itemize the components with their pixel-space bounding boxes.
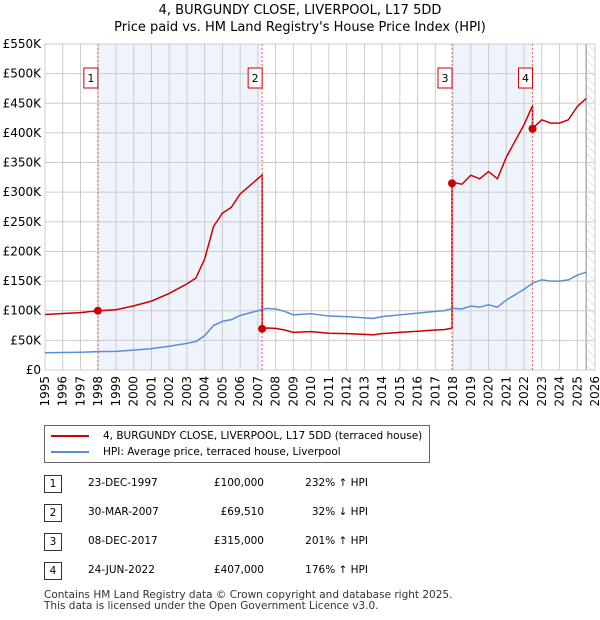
y-tick-label: £200K bbox=[3, 244, 43, 258]
sale-point bbox=[448, 179, 456, 188]
x-tick-label: 1999 bbox=[109, 376, 123, 407]
x-tick-label: 2022 bbox=[517, 376, 531, 407]
footer: Contains HM Land Registry data © Crown c… bbox=[44, 590, 452, 612]
x-tick-label: 2011 bbox=[322, 376, 336, 407]
sale-date: 24-JUN-2022 bbox=[88, 564, 155, 576]
y-tick-label: £450K bbox=[3, 96, 43, 110]
sale-hpi-diff: 176% ↑ HPI bbox=[305, 564, 368, 576]
x-tick-label: 2003 bbox=[180, 376, 194, 407]
legend-hpi-label: HPI: Average price, terraced house, Live… bbox=[103, 446, 341, 458]
hpi-line bbox=[44, 271, 587, 354]
sale-point bbox=[528, 124, 537, 133]
x-tick-label: 2019 bbox=[464, 376, 478, 407]
x-tick-label: 2012 bbox=[340, 376, 354, 407]
sale-label-box bbox=[437, 67, 453, 89]
y-tick-label: £550K bbox=[3, 37, 43, 51]
sale-hpi-diff: 232% ↑ HPI bbox=[305, 477, 368, 489]
x-tick-label: 2020 bbox=[482, 376, 496, 407]
property-price-line bbox=[44, 97, 587, 336]
x-tick-label: 2013 bbox=[357, 376, 371, 407]
y-tick-label: £400K bbox=[3, 126, 43, 140]
x-tick-label: 1997 bbox=[73, 376, 87, 407]
footer-line2: This data is licensed under the Open Gov… bbox=[44, 600, 379, 612]
x-tick-label: 2024 bbox=[553, 376, 567, 407]
shaded-period-3-4 bbox=[452, 44, 533, 370]
x-tick-label: 2007 bbox=[251, 376, 265, 407]
x-tick-label: 2002 bbox=[162, 376, 176, 407]
sale-point bbox=[93, 306, 102, 315]
x-tick-label: 1998 bbox=[91, 376, 105, 407]
x-tick-label: 1995 bbox=[38, 376, 52, 407]
sale-label-box bbox=[247, 67, 263, 89]
table-row: 1 23-DEC-1997 £100,000 232% ↑ HPI bbox=[44, 475, 564, 493]
chart-subtitle: Price paid vs. HM Land Registry's House … bbox=[114, 20, 486, 35]
x-tick-label: 2018 bbox=[446, 376, 460, 407]
sale-date: 08-DEC-2017 bbox=[88, 535, 158, 547]
sale-price: £315,000 bbox=[213, 535, 264, 547]
sale-price: £69,510 bbox=[220, 506, 264, 518]
sale-price: £100,000 bbox=[213, 477, 264, 489]
shaded-period-1-2 bbox=[97, 44, 263, 370]
y-tick-label: £150K bbox=[3, 274, 43, 288]
sale-label: 2 bbox=[252, 72, 259, 85]
sale-label-box bbox=[518, 67, 534, 89]
sale-date: 30-MAR-2007 bbox=[88, 506, 159, 518]
legend-hpi-swatch bbox=[51, 451, 89, 453]
x-tick-label: 2017 bbox=[428, 376, 442, 407]
legend-property-label: 4, BURGUNDY CLOSE, LIVERPOOL, L17 5DD (t… bbox=[103, 430, 423, 442]
y-tick-label: £50K bbox=[10, 333, 42, 347]
x-tick-label: 2001 bbox=[144, 376, 158, 407]
table-row: 2 30-MAR-2007 £69,510 32% ↓ HPI bbox=[44, 504, 564, 522]
y-tick-label: £0 bbox=[26, 363, 41, 377]
x-tick-label: 2025 bbox=[570, 376, 584, 407]
x-tick-label: 2006 bbox=[233, 376, 247, 407]
x-tick-label: 2004 bbox=[198, 376, 212, 407]
x-tick-label: 2000 bbox=[127, 376, 141, 407]
y-tick-label: £350K bbox=[3, 156, 43, 170]
x-tick-label: 2016 bbox=[411, 376, 425, 407]
sale-number: 4 bbox=[44, 562, 62, 580]
legend-property-swatch bbox=[51, 435, 89, 437]
chart-title: 4, BURGUNDY CLOSE, LIVERPOOL, L17 5DD bbox=[158, 3, 442, 18]
y-tick-label: £100K bbox=[3, 304, 43, 318]
x-tick-label: 2009 bbox=[286, 376, 300, 407]
x-tick-label: 2008 bbox=[269, 376, 283, 407]
sale-number: 3 bbox=[44, 533, 62, 551]
sale-point bbox=[258, 324, 267, 333]
x-tick-label: 2023 bbox=[535, 376, 549, 407]
sale-number: 1 bbox=[44, 475, 62, 493]
sale-label-box bbox=[83, 67, 99, 89]
price-chart: £0 £50K £100K £150K £200K £250K £300K £350K £400… bbox=[3, 37, 600, 407]
sale-price: £407,000 bbox=[213, 564, 264, 576]
x-tick-label: 2014 bbox=[375, 376, 389, 407]
x-tick-label: 2010 bbox=[304, 376, 318, 407]
table-row: 4 24-JUN-2022 £407,000 176% ↑ HPI bbox=[44, 562, 564, 580]
x-tick-label: 2005 bbox=[215, 376, 229, 407]
legend: 4, BURGUNDY CLOSE, LIVERPOOL, L17 5DD (t… bbox=[44, 425, 430, 463]
sale-hpi-diff: 32% ↓ HPI bbox=[311, 506, 368, 518]
x-tick-label: 2015 bbox=[393, 376, 407, 407]
x-tick-label: 2026 bbox=[588, 376, 600, 407]
x-tick-label: 1996 bbox=[56, 376, 70, 407]
plot-border bbox=[44, 43, 596, 371]
sale-label: 1 bbox=[87, 72, 94, 85]
sale-number: 2 bbox=[44, 504, 62, 522]
y-tick-label: £250K bbox=[3, 215, 43, 229]
footer-line1: Contains HM Land Registry data © Crown c… bbox=[44, 589, 453, 601]
sale-label: 4 bbox=[522, 72, 529, 85]
future-hatch bbox=[586, 44, 595, 370]
y-tick-label: £300K bbox=[3, 185, 43, 199]
x-tick-label: 2021 bbox=[499, 376, 513, 407]
sale-date: 23-DEC-1997 bbox=[88, 477, 158, 489]
sale-hpi-diff: 201% ↑ HPI bbox=[305, 535, 368, 547]
sale-label: 3 bbox=[442, 72, 449, 85]
y-tick-label: £500K bbox=[3, 67, 43, 81]
table-row: 3 08-DEC-2017 £315,000 201% ↑ HPI bbox=[44, 533, 564, 551]
